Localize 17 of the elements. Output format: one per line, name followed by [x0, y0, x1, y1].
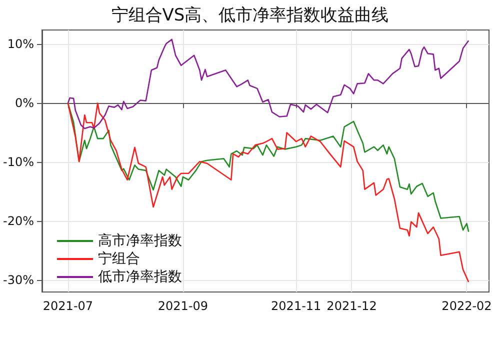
- x-tick-label: 2021-09: [158, 299, 208, 313]
- x-tick-label: 2021-11: [271, 299, 322, 313]
- y-tick-label: 0%: [14, 96, 34, 110]
- y-tick-label: 10%: [7, 37, 34, 52]
- y-tick-label: -20%: [2, 214, 34, 228]
- x-tick-label: 2022-02: [442, 299, 492, 313]
- line-series: [67, 102, 470, 283]
- y-tick-label: -10%: [2, 155, 34, 170]
- x-tick-label: 2021-07: [42, 299, 94, 313]
- line-series: [67, 102, 470, 232]
- x-tick-label: 2021-12: [326, 299, 377, 313]
- legend-label: 高市净率指数: [98, 233, 182, 249]
- legend-label: 宁组合: [98, 251, 140, 267]
- y-tick-label: -30%: [2, 273, 34, 288]
- line-series: [67, 38, 470, 130]
- legend-label: 低市净率指数: [98, 269, 182, 285]
- chart-title: 宁组合VS高、低市净率指数收益曲线: [111, 6, 389, 26]
